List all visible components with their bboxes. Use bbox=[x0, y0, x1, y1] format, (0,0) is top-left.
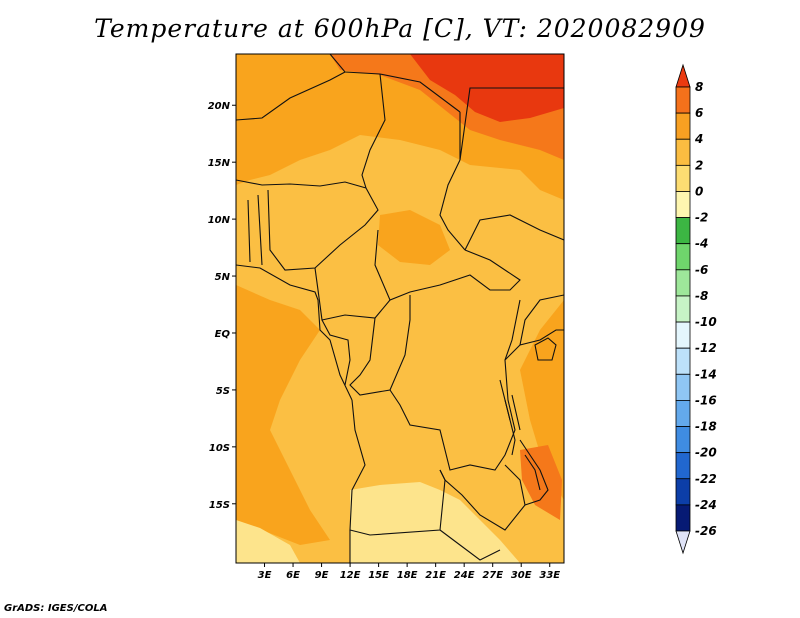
colorbar-label: 2 bbox=[695, 158, 703, 172]
lat-tick-label: 20N bbox=[208, 101, 231, 112]
colorbar-labels: 8 6 4 2 0 -2 -4 -6 -8 -10 -12 -14 -16 -18 -20 -22 -24 -26 bbox=[694, 80, 717, 538]
colorbar-label: 6 bbox=[695, 106, 703, 120]
border-niger-south bbox=[236, 179, 367, 189]
colorbar-segment bbox=[675, 295, 691, 323]
colorbar-segment bbox=[675, 426, 691, 454]
field-2-4-central bbox=[378, 210, 450, 265]
colorbar-label: -12 bbox=[695, 341, 717, 355]
colorbar-label: -10 bbox=[695, 315, 717, 329]
border-mozambique bbox=[519, 439, 549, 506]
colorbar-segment bbox=[675, 269, 691, 297]
lon-tick-label: 18E bbox=[397, 570, 418, 581]
border-east-africa bbox=[504, 294, 564, 361]
colorbar-bottom-arrow bbox=[675, 530, 691, 555]
colorbar-label: -22 bbox=[695, 472, 717, 486]
lat-tick-label: 10S bbox=[209, 443, 230, 454]
colorbar-segment bbox=[675, 347, 691, 375]
border-mali-niger bbox=[236, 71, 346, 121]
border-nigeria bbox=[267, 187, 379, 271]
lon-tick-label: 9E bbox=[315, 570, 329, 581]
border-sudan-south bbox=[464, 214, 564, 251]
lon-tick-label: 6E bbox=[286, 570, 300, 581]
colorbar-segment bbox=[675, 321, 691, 349]
colorbar-segment bbox=[675, 373, 691, 401]
lon-tick-label: 27E bbox=[482, 570, 503, 581]
lon-tick-label: 30E bbox=[511, 570, 532, 581]
colorbar-segment bbox=[675, 112, 691, 140]
border-botswana-namibia bbox=[349, 529, 501, 563]
colorbar-label: -6 bbox=[695, 263, 708, 277]
colorbar-segment bbox=[675, 452, 691, 480]
colorbar-label: -8 bbox=[695, 289, 708, 303]
colorbar-label: 4 bbox=[694, 132, 703, 146]
lake-tanganyika bbox=[504, 399, 516, 456]
colorbar-segment bbox=[675, 400, 691, 427]
field-2-4-east bbox=[520, 300, 564, 500]
lon-tick-label: 24E bbox=[454, 570, 475, 581]
colorbar-segment bbox=[675, 217, 691, 245]
field-minus2-0-south bbox=[350, 482, 520, 563]
coastline-gulf bbox=[236, 264, 353, 401]
lat-tick-label: 10N bbox=[208, 215, 231, 226]
lat-tick-label: 5N bbox=[215, 272, 231, 283]
colorbar-label: -4 bbox=[695, 237, 708, 251]
longitude-axis: 3E 6E 9E 12E 15E 18E 21E 24E 27E 30E 33E bbox=[258, 563, 560, 581]
border-cameroon bbox=[314, 267, 391, 321]
colorbar-label: -2 bbox=[695, 211, 708, 225]
border-libya-egypt bbox=[459, 87, 564, 161]
country-borders bbox=[236, 54, 564, 563]
colorbar-label: -20 bbox=[695, 446, 717, 460]
lat-tick-label: EQ bbox=[215, 329, 231, 340]
map-frame bbox=[235, 53, 565, 564]
lon-tick-label: 21E bbox=[425, 570, 446, 581]
colorbar-top-arrow bbox=[675, 63, 691, 88]
border-congo-drc bbox=[349, 295, 411, 396]
colorbar-segment bbox=[675, 164, 691, 192]
lat-tick-label: 15S bbox=[209, 500, 230, 511]
border-niger-chad bbox=[361, 73, 386, 189]
colorbar-label: -24 bbox=[695, 498, 717, 512]
credit-text: GrADS: IGES/COLA bbox=[4, 603, 108, 614]
field-minus2-0-southwest bbox=[236, 520, 300, 563]
colorbar-segment bbox=[675, 191, 691, 218]
colorbar-label: -16 bbox=[695, 393, 717, 407]
colorbar-segment bbox=[675, 86, 691, 114]
lat-tick-label: 5S bbox=[216, 386, 230, 397]
latitude-axis: 20N 15N 10N 5N EQ 5S 10S 15S bbox=[208, 101, 236, 511]
lake-malawi bbox=[524, 454, 541, 491]
border-zambia bbox=[439, 464, 526, 531]
border-gabon bbox=[321, 319, 351, 386]
lon-tick-label: 15E bbox=[368, 570, 389, 581]
colorbar-label: 0 bbox=[695, 184, 703, 198]
temperature-field bbox=[236, 54, 564, 563]
chart-title: Temperature at 600hPa [C], VT: 202008290… bbox=[94, 14, 706, 43]
colorbar-segment bbox=[675, 243, 691, 271]
border-chad-sudan bbox=[439, 159, 466, 251]
colorbar-label: -18 bbox=[695, 420, 717, 434]
colorbar-label: 8 bbox=[695, 80, 703, 94]
lake-victoria bbox=[534, 337, 557, 361]
colorbar-segment bbox=[675, 504, 691, 532]
border-car bbox=[374, 229, 521, 301]
lon-tick-label: 33E bbox=[539, 570, 560, 581]
lon-tick-label: 3E bbox=[258, 570, 272, 581]
colorbar-label: -26 bbox=[695, 524, 717, 538]
field-2-4-west bbox=[236, 54, 564, 200]
lon-tick-label: 12E bbox=[340, 570, 361, 581]
colorbar bbox=[675, 63, 691, 555]
border-benin-togo bbox=[247, 194, 263, 266]
lat-tick-label: 15N bbox=[208, 158, 231, 169]
colorbar-segment bbox=[675, 478, 691, 506]
field-2-4-southwest bbox=[236, 285, 330, 545]
colorbar-segment bbox=[675, 138, 691, 166]
colorbar-label: -14 bbox=[695, 367, 717, 381]
